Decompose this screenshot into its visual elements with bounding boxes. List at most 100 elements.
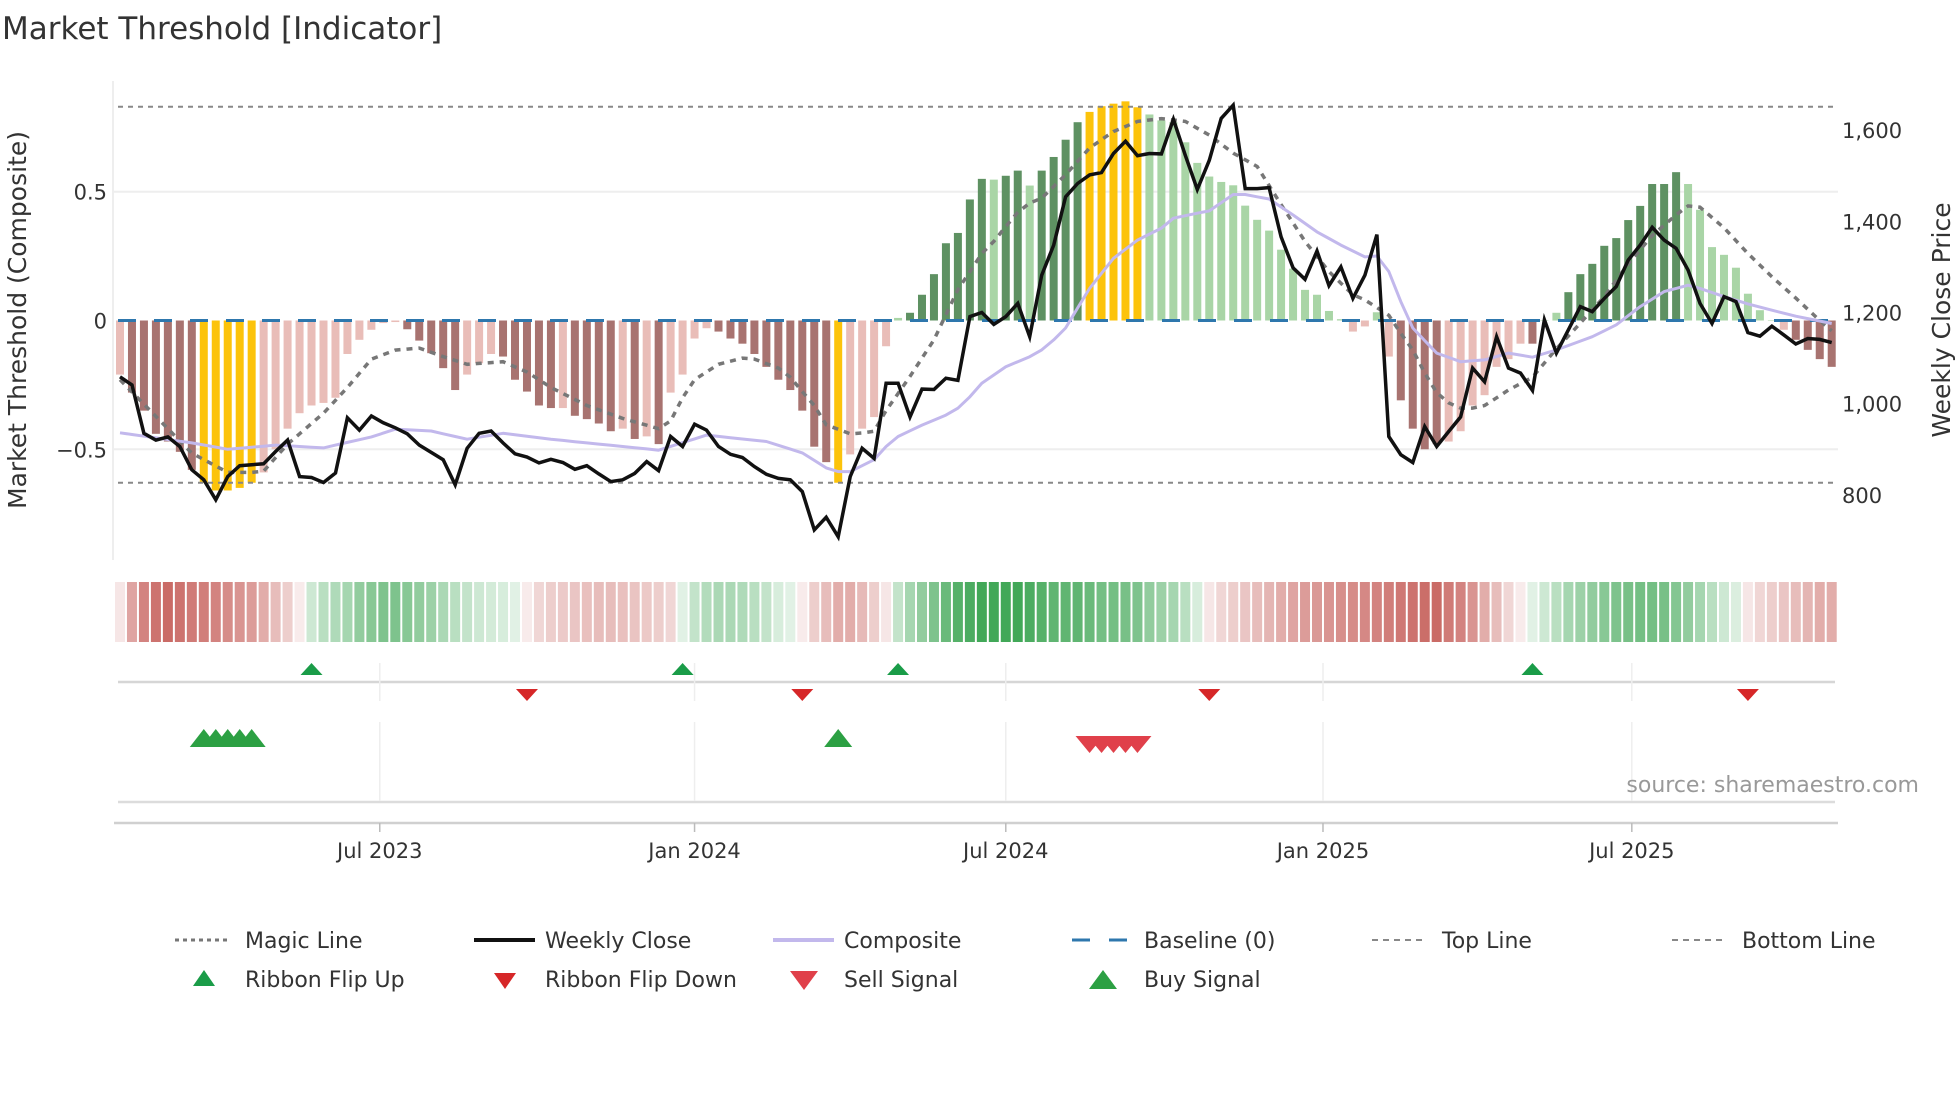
histogram-bar bbox=[558, 320, 567, 409]
histogram-bar bbox=[295, 320, 304, 414]
ribbon-cell bbox=[1802, 582, 1813, 642]
ribbon-cell bbox=[115, 582, 125, 642]
axis-ticks: 0.5 0 −0.5 1,600 1,400 1,200 1,000 800 Jul 2023 J… bbox=[56, 119, 1902, 863]
histogram-bar bbox=[953, 232, 962, 321]
ribbon-flip-up-marker bbox=[300, 663, 323, 675]
histogram-bar bbox=[1073, 122, 1082, 321]
guide-lines bbox=[118, 105, 1838, 484]
x-tick-label: Jul 2023 bbox=[335, 839, 422, 863]
ribbon-cell bbox=[222, 582, 233, 642]
x-tick-label: Jan 2025 bbox=[1275, 839, 1370, 863]
histogram-bar bbox=[1277, 249, 1286, 321]
ribbon-cell bbox=[1491, 582, 1502, 642]
ribbon-cell bbox=[677, 582, 688, 642]
histogram-bar bbox=[917, 294, 926, 321]
ribbon-cell bbox=[1611, 582, 1622, 642]
ribbon-cell bbox=[1288, 582, 1299, 642]
chart-title: Market Threshold [Indicator] bbox=[2, 11, 442, 47]
ribbon-cell bbox=[1335, 582, 1346, 642]
ribbon-cell bbox=[1120, 582, 1131, 642]
histogram-bar bbox=[1600, 245, 1609, 321]
ribbon-cell bbox=[1048, 582, 1059, 642]
legend-magic-label: Magic Line bbox=[245, 929, 362, 954]
ribbon-cell bbox=[773, 582, 784, 642]
ribbon-cell bbox=[1599, 582, 1610, 642]
ribbon-cell bbox=[988, 582, 999, 642]
ribbon-cell bbox=[1192, 582, 1203, 642]
ribbon-cell bbox=[797, 582, 808, 642]
histogram-bar bbox=[487, 320, 496, 354]
source-text: source: sharemaestro.com bbox=[1626, 773, 1919, 798]
ribbon-cell bbox=[1252, 582, 1263, 642]
right-tick-label: 1,400 bbox=[1842, 210, 1902, 234]
histogram-bar bbox=[343, 320, 352, 354]
ribbon-cell bbox=[342, 582, 353, 642]
histogram-bar bbox=[1157, 120, 1166, 321]
ribbon-cell bbox=[641, 582, 652, 642]
ribbon-cell bbox=[1216, 582, 1227, 642]
histogram-bar bbox=[127, 320, 136, 393]
ribbon-cell bbox=[1419, 582, 1430, 642]
magic-line bbox=[118, 116, 1833, 475]
histogram-bar bbox=[367, 320, 376, 330]
ribbon-cell bbox=[450, 582, 461, 642]
ribbon-cell bbox=[1515, 582, 1526, 642]
ribbon-cell bbox=[462, 582, 473, 642]
ribbon-cell bbox=[893, 582, 904, 642]
histogram-bar bbox=[606, 320, 615, 432]
left-tick-label: 0.5 bbox=[74, 181, 107, 205]
ribbon-cell bbox=[1431, 582, 1442, 642]
ribbon-cell bbox=[1240, 582, 1251, 642]
histogram-bar bbox=[259, 320, 268, 473]
weekly-close-line bbox=[119, 101, 1833, 542]
histogram-bar bbox=[582, 320, 591, 420]
ribbon-cell bbox=[1647, 582, 1658, 642]
ribbon-strip bbox=[115, 582, 1837, 642]
ribbon-cell bbox=[1407, 582, 1418, 642]
ribbon-cell bbox=[210, 582, 221, 642]
ribbon-cell bbox=[593, 582, 604, 642]
histogram-bar bbox=[403, 320, 412, 330]
histogram-bar bbox=[546, 320, 555, 409]
histogram-bar bbox=[1648, 184, 1657, 321]
ribbon-cell bbox=[414, 582, 425, 642]
histogram-bar bbox=[1372, 312, 1381, 321]
histogram-bar bbox=[1624, 220, 1633, 321]
histogram-bar bbox=[1396, 320, 1405, 401]
histogram-bar bbox=[1779, 320, 1788, 330]
histogram-bar bbox=[618, 320, 627, 429]
histogram-bar bbox=[163, 320, 172, 442]
legend-flip-up-label: Ribbon Flip Up bbox=[245, 968, 405, 993]
ribbon-cell bbox=[521, 582, 532, 642]
ribbon-cell bbox=[474, 582, 485, 642]
ribbon-cell bbox=[1072, 582, 1083, 642]
ribbon-cell bbox=[1659, 582, 1670, 642]
ribbon-cell bbox=[1347, 582, 1358, 642]
histogram-bar bbox=[187, 320, 196, 470]
histogram-bar bbox=[1001, 175, 1010, 321]
legend-buy-icon bbox=[1089, 970, 1117, 989]
histogram-bar bbox=[1097, 106, 1106, 321]
histogram-bar bbox=[1313, 294, 1321, 321]
histogram-bar bbox=[307, 320, 316, 406]
ribbon-cell bbox=[665, 582, 676, 642]
histogram-bar bbox=[391, 320, 400, 323]
histogram-bar bbox=[1552, 312, 1561, 321]
ribbon-cell bbox=[1276, 582, 1287, 642]
flip-markers bbox=[300, 663, 1759, 701]
histogram-bar bbox=[678, 320, 687, 375]
ribbon-cell bbox=[1024, 582, 1035, 642]
histogram-bar bbox=[1145, 114, 1154, 321]
ribbon-cell bbox=[1575, 582, 1586, 642]
ribbon-cell bbox=[605, 582, 616, 642]
histogram-bar bbox=[1684, 184, 1693, 321]
histogram-bar bbox=[319, 320, 328, 403]
histogram-bar bbox=[906, 312, 915, 321]
histogram-bar bbox=[1696, 209, 1705, 321]
legend-flip-up-icon bbox=[193, 970, 215, 986]
histogram-bar bbox=[211, 320, 220, 491]
ribbon-cell bbox=[916, 582, 927, 642]
histogram-bar bbox=[1408, 320, 1417, 429]
ribbon-cell bbox=[354, 582, 365, 642]
ribbon-cell bbox=[126, 582, 137, 642]
